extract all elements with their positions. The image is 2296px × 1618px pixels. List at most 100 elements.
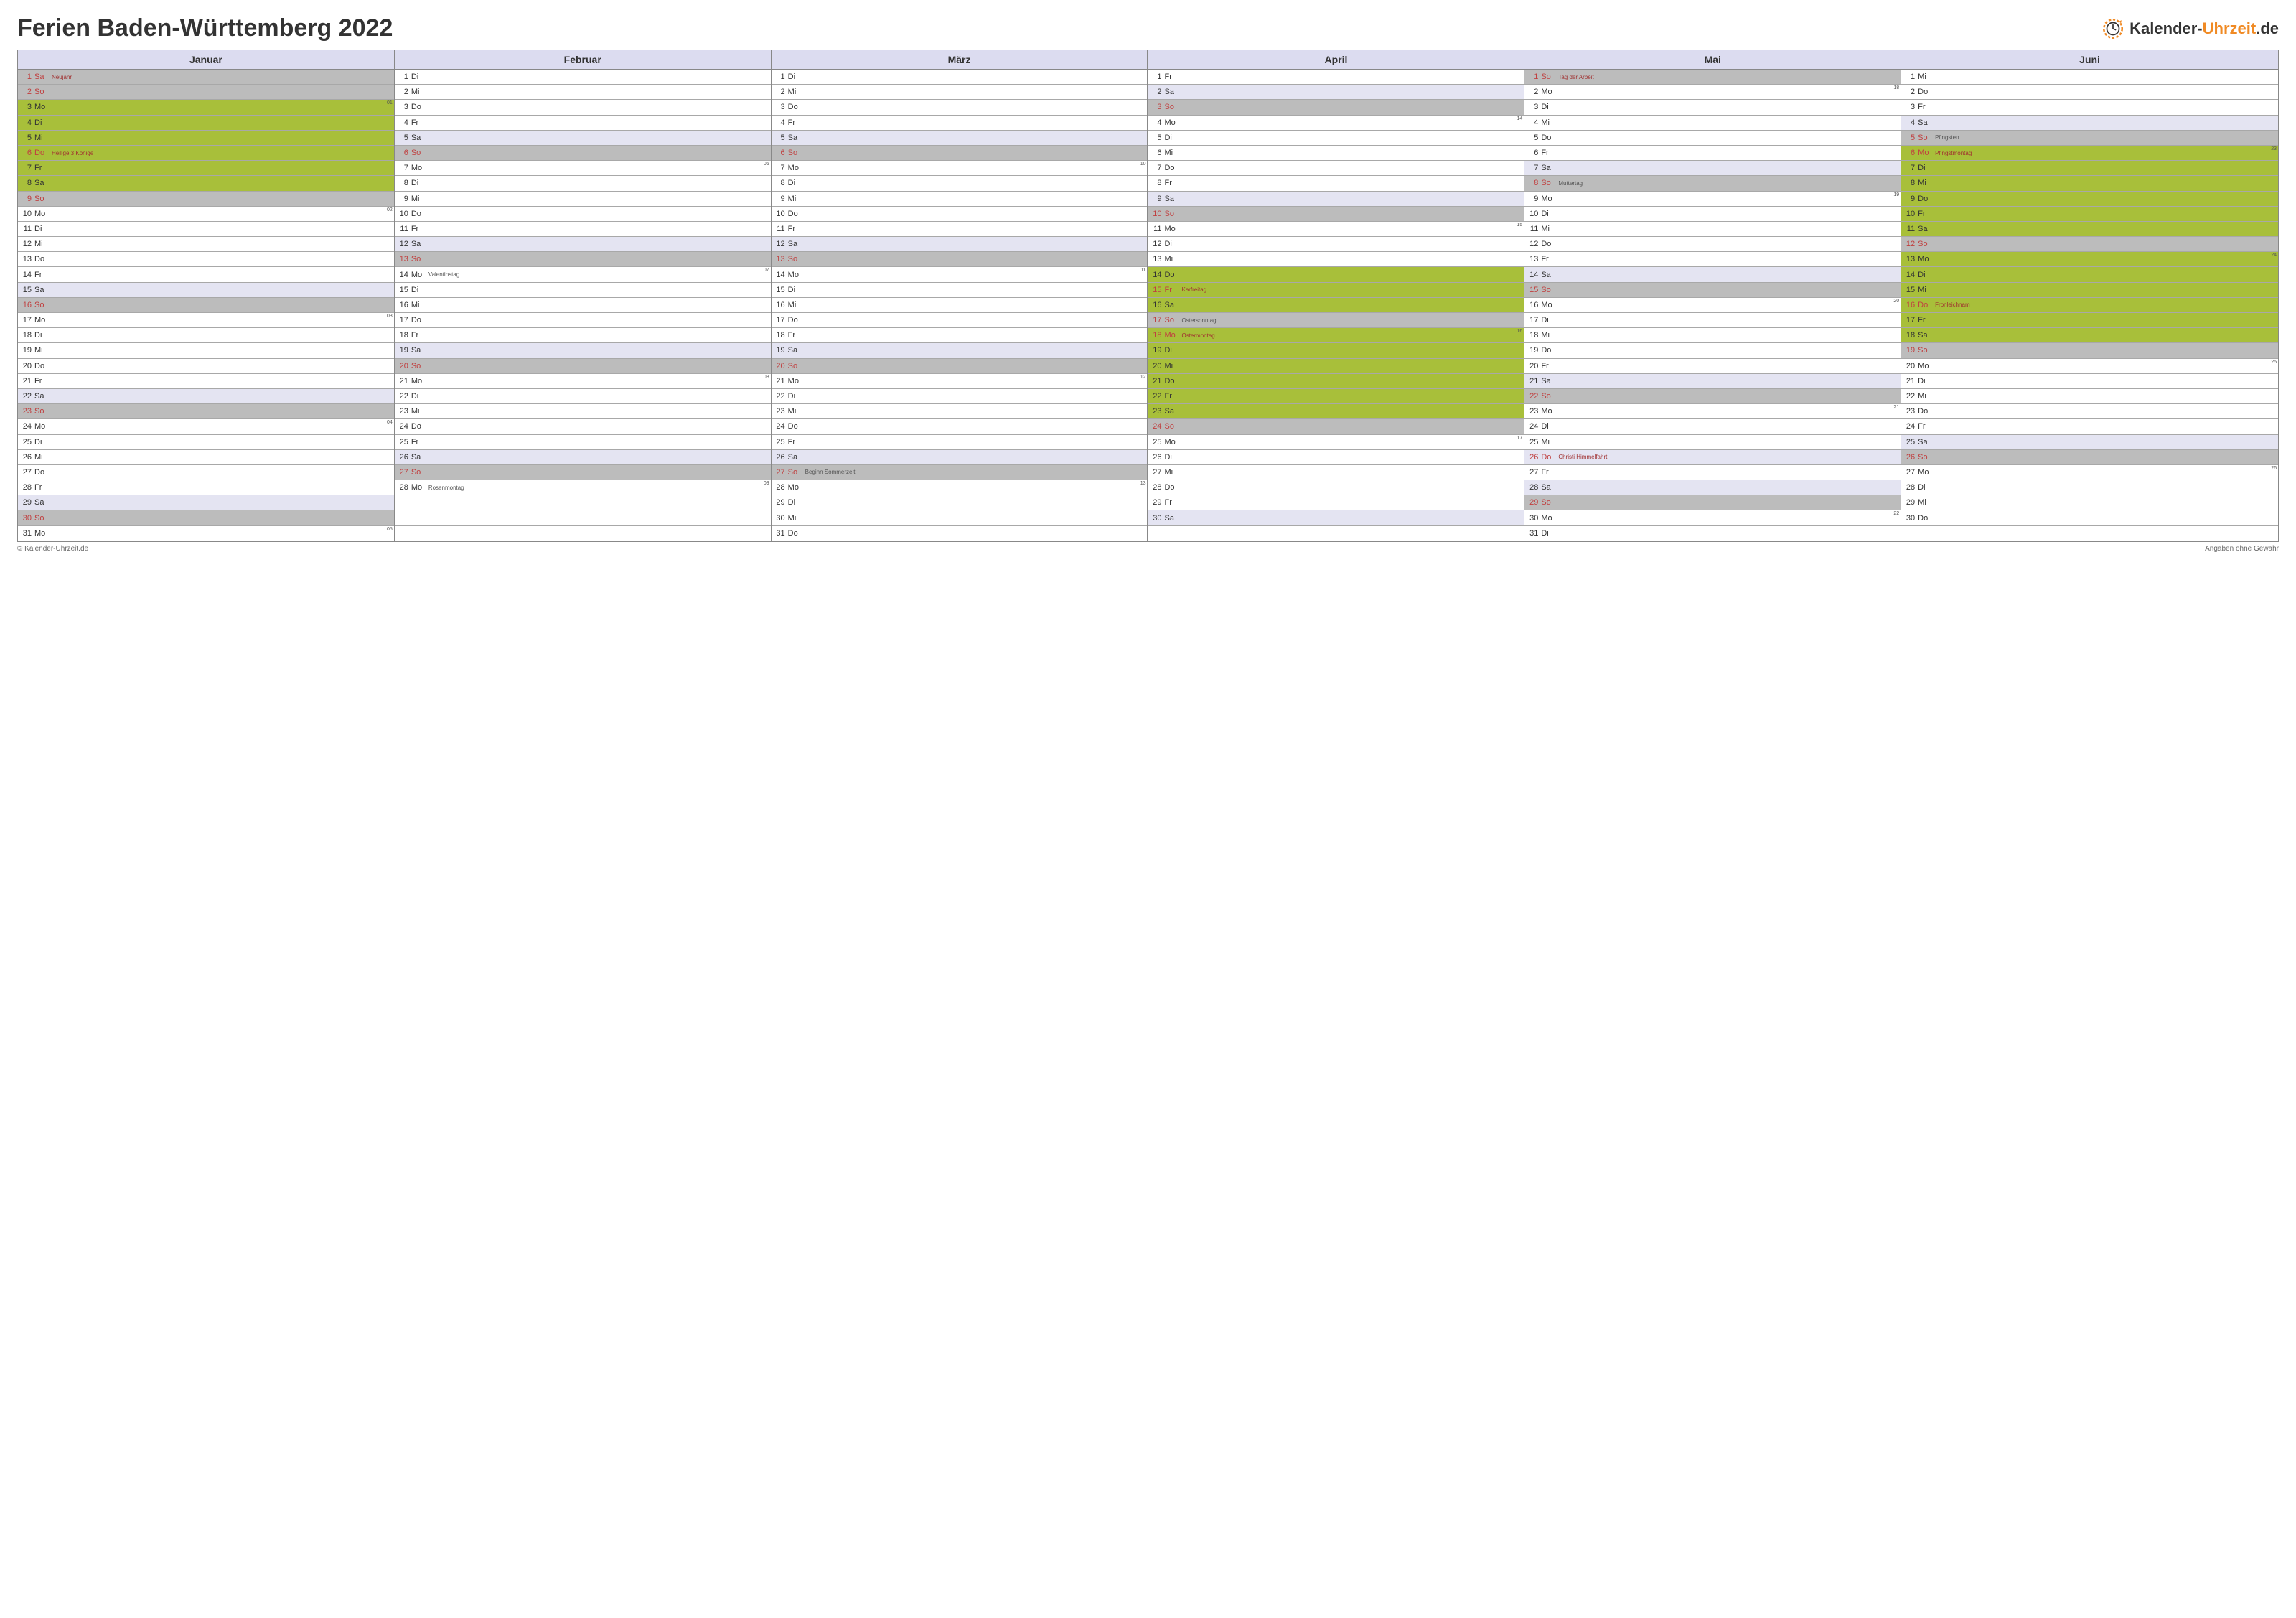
day-number: 16	[1901, 301, 1917, 309]
day-row: 23Mi	[395, 404, 771, 419]
day-weekday: Mi	[1540, 118, 1556, 127]
day-number: 18	[1148, 331, 1163, 340]
day-weekday: Do	[411, 316, 426, 324]
day-number: 5	[1524, 134, 1540, 142]
day-note: Fronleichnam	[1933, 301, 2278, 308]
day-row: 28Sa	[1524, 480, 1901, 495]
day-row: 7Mo10	[772, 161, 1148, 176]
day-row: 13So	[395, 252, 771, 267]
day-weekday: Mi	[1917, 392, 1933, 401]
day-number: 29	[1148, 498, 1163, 507]
day-weekday: Fr	[1917, 103, 1933, 111]
day-number: 27	[1901, 468, 1917, 477]
day-weekday: Mo	[787, 164, 803, 172]
week-number: 21	[1893, 405, 1899, 410]
day-weekday: Mi	[1540, 438, 1556, 446]
day-number: 19	[1901, 346, 1917, 355]
day-row: 30Mo22	[1524, 510, 1901, 525]
day-number: 9	[1901, 195, 1917, 203]
day-weekday: So	[787, 149, 803, 157]
day-weekday: Do	[787, 103, 803, 111]
day-weekday: Mi	[787, 514, 803, 523]
day-row: 29Mi	[1901, 495, 2278, 510]
week-number: 26	[2271, 466, 2277, 471]
day-number: 31	[18, 529, 34, 538]
day-number: 7	[1148, 164, 1163, 172]
day-row: 19So	[1901, 343, 2278, 358]
day-number: 2	[1524, 88, 1540, 96]
day-row: 18Mi	[1524, 328, 1901, 343]
day-number: 5	[1148, 134, 1163, 142]
day-weekday: Mo	[1540, 195, 1556, 203]
day-row: 5Mi	[18, 131, 394, 146]
day-row: 17SoOstersonntag	[1148, 313, 1524, 328]
day-note: Ostermontag	[1179, 332, 1524, 339]
day-number: 12	[1901, 240, 1917, 248]
day-weekday: Mo	[411, 164, 426, 172]
day-weekday: Sa	[411, 453, 426, 462]
day-row: 21Sa	[1524, 374, 1901, 389]
day-weekday: Sa	[34, 286, 50, 294]
month-column: Januar1SaNeujahr2So3Mo014Di5Mi6DoHeilige…	[18, 50, 395, 541]
day-weekday: Mo	[1917, 362, 1933, 370]
day-row: 26Di	[1148, 450, 1524, 465]
week-number: 12	[1140, 375, 1146, 380]
day-weekday: Fr	[1163, 498, 1179, 507]
day-number: 18	[1524, 331, 1540, 340]
day-number: 15	[395, 286, 411, 294]
day-weekday: Fr	[1540, 149, 1556, 157]
day-row: 4Sa	[1901, 116, 2278, 131]
day-weekday: Do	[1917, 301, 1933, 309]
day-weekday: Sa	[1163, 514, 1179, 523]
day-row: 11Mi	[1524, 222, 1901, 237]
day-weekday: Di	[411, 73, 426, 81]
day-row: 25Fr	[772, 435, 1148, 450]
day-row: 30Sa	[1148, 510, 1524, 525]
day-weekday: Mi	[1540, 225, 1556, 233]
day-weekday: Fr	[1917, 422, 1933, 431]
month-header: Juni	[1901, 50, 2278, 70]
day-weekday: So	[1163, 316, 1179, 324]
week-number: 22	[1893, 511, 1899, 516]
week-number: 09	[764, 481, 769, 486]
day-number: 3	[18, 103, 34, 111]
day-number: 19	[1524, 346, 1540, 355]
week-number: 14	[1517, 116, 1523, 121]
day-row: 6Mi	[1148, 146, 1524, 161]
day-weekday: Mi	[1540, 331, 1556, 340]
day-number: 3	[1148, 103, 1163, 111]
day-weekday: Do	[787, 210, 803, 218]
day-row: 28MoRosenmontag09	[395, 480, 771, 495]
day-number: 24	[1148, 422, 1163, 431]
week-number: 25	[2271, 360, 2277, 365]
day-row: 26DoChristi Himmelfahrt	[1524, 450, 1901, 465]
day-number: 9	[1148, 195, 1163, 203]
day-weekday: Sa	[1163, 407, 1179, 416]
day-row	[395, 526, 771, 541]
day-row: 25Mi	[1524, 435, 1901, 450]
day-row: 16Mi	[395, 298, 771, 313]
day-weekday: Do	[787, 422, 803, 431]
day-row: 24Fr	[1901, 419, 2278, 434]
day-number: 19	[1148, 346, 1163, 355]
day-number: 14	[395, 271, 411, 279]
day-weekday: Mi	[411, 301, 426, 309]
day-number: 21	[1901, 377, 1917, 385]
day-number: 30	[18, 514, 34, 523]
day-row: 5Sa	[772, 131, 1148, 146]
day-row: 7Di	[1901, 161, 2278, 176]
day-row: 19Sa	[395, 343, 771, 358]
day-weekday: Do	[1917, 195, 1933, 203]
day-row: 22Di	[395, 389, 771, 404]
day-number: 17	[18, 316, 34, 324]
day-weekday: So	[1917, 240, 1933, 248]
day-weekday: Mo	[411, 377, 426, 385]
day-row: 3Mo01	[18, 100, 394, 115]
day-row: 7Do	[1148, 161, 1524, 176]
day-row: 13Fr	[1524, 252, 1901, 267]
day-number: 17	[395, 316, 411, 324]
day-number: 6	[772, 149, 787, 157]
day-row: 25Di	[18, 435, 394, 450]
day-weekday: Do	[1163, 377, 1179, 385]
day-row: 17Di	[1524, 313, 1901, 328]
